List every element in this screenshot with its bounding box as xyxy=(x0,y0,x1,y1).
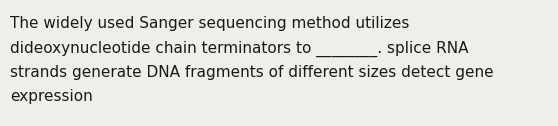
Text: expression: expression xyxy=(10,89,93,104)
Text: The widely used Sanger sequencing method utilizes: The widely used Sanger sequencing method… xyxy=(10,16,410,31)
Text: dideoxynucleotide chain terminators to ________. splice RNA: dideoxynucleotide chain terminators to _… xyxy=(10,41,469,57)
Text: strands generate DNA fragments of different sizes detect gene: strands generate DNA fragments of differ… xyxy=(10,65,494,80)
